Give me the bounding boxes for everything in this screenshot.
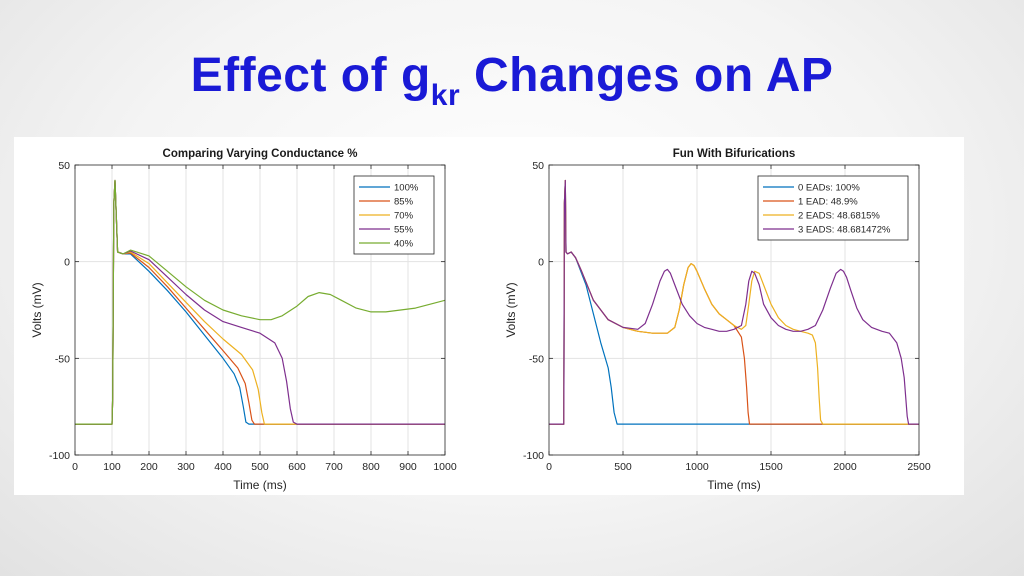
slide-title-main: Effect of g xyxy=(190,49,431,102)
x-tick-label: 800 xyxy=(362,461,380,473)
y-tick-label: 50 xyxy=(532,160,544,172)
x-tick-label: 100 xyxy=(103,461,121,473)
y-tick-label: -100 xyxy=(523,450,544,462)
x-tick-label: 0 xyxy=(546,461,552,473)
y-tick-label: -50 xyxy=(55,353,70,365)
legend-label: 100% xyxy=(394,183,419,194)
x-tick-label: 700 xyxy=(325,461,343,473)
y-tick-label: -100 xyxy=(49,450,70,462)
legend-label: 0 EADs: 100% xyxy=(798,183,860,194)
x-tick-label: 500 xyxy=(251,461,269,473)
y-axis-label: Volts (mV) xyxy=(30,282,44,337)
legend-label: 70% xyxy=(394,211,414,222)
x-tick-label: 1000 xyxy=(433,461,457,473)
figure-panel: 0 100 200 300 400 500 600 700 800 900 1000 -100 -50 0… xyxy=(14,137,964,495)
series-line-4 xyxy=(75,179,445,425)
x-axis-label: Time (ms) xyxy=(707,478,761,492)
y-tick-label: 50 xyxy=(58,160,70,172)
legend-label: 40% xyxy=(394,239,414,250)
x-tick-label: 200 xyxy=(140,461,158,473)
y-axis-label: Volts (mV) xyxy=(504,282,518,337)
x-tick-label: 900 xyxy=(399,461,417,473)
chart-title: Fun With Bifurications xyxy=(673,148,796,160)
slide-title-rest: Changes on AP xyxy=(460,49,834,102)
legend-label: 1 EAD: 48.9% xyxy=(798,197,858,208)
x-tick-label: 1500 xyxy=(759,461,783,473)
chart-title: Comparing Varying Conductance % xyxy=(163,148,358,160)
x-tick-label: 600 xyxy=(288,461,306,473)
x-tick-label: 300 xyxy=(177,461,195,473)
y-tick-label: 0 xyxy=(64,257,70,269)
chart-right: 0 500 1000 1500 2000 2500 -100 -50 0 50 Fun With B… xyxy=(504,148,931,492)
x-tick-label: 0 xyxy=(72,461,78,473)
legend-label: 2 EADS: 48.6815% xyxy=(798,211,880,222)
y-tick-label: 0 xyxy=(538,257,544,269)
x-axis-label: Time (ms) xyxy=(233,478,287,492)
legend-label: 3 EADS: 48.681472% xyxy=(798,225,891,236)
x-tick-label: 500 xyxy=(614,461,632,473)
x-tick-label: 400 xyxy=(214,461,232,473)
axes-box xyxy=(548,164,920,456)
slide-title: Effect of gkr Changes on AP xyxy=(0,48,1024,113)
slide-title-subscript: kr xyxy=(430,79,461,112)
y-tick-label: -50 xyxy=(529,353,544,365)
x-tick-label: 1000 xyxy=(685,461,709,473)
legend-label: 85% xyxy=(394,197,414,208)
x-tick-label: 2500 xyxy=(907,461,931,473)
x-tick-label: 2000 xyxy=(833,461,857,473)
chart-left: 0 100 200 300 400 500 600 700 800 900 1000 -100 -50 0… xyxy=(30,148,457,492)
legend-label: 55% xyxy=(394,225,414,236)
series-line-3 xyxy=(549,179,919,425)
